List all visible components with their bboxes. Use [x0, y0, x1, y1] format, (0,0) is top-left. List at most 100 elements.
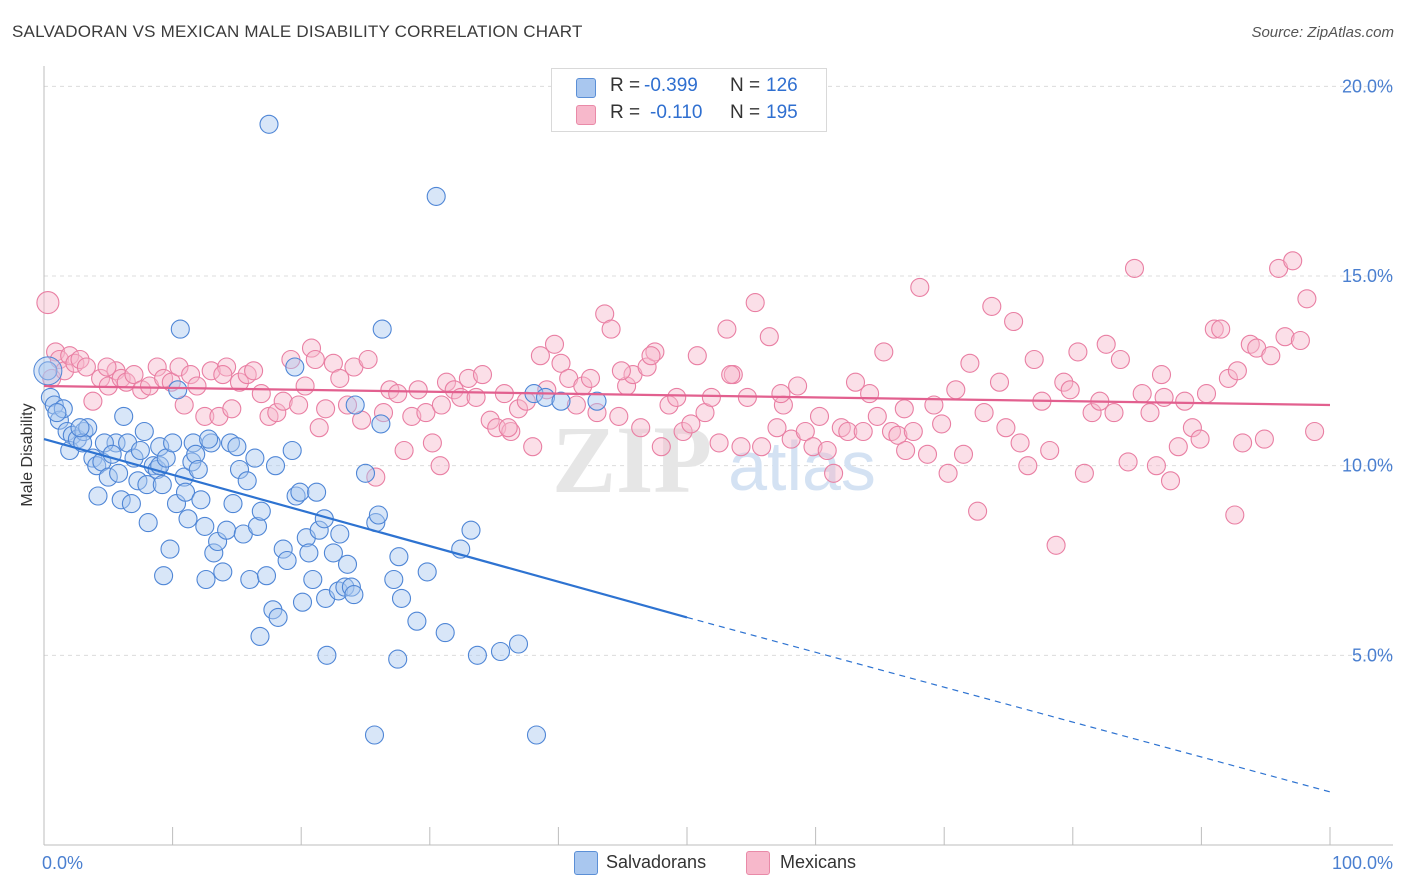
chart-title: SALVADORAN VS MEXICAN MALE DISABILITY CO…	[12, 22, 583, 41]
mexicans-point	[721, 365, 741, 385]
mexicans-point	[394, 440, 414, 461]
mexicans-point	[587, 403, 607, 423]
mexicans-point	[444, 380, 464, 400]
mexicans-point	[1305, 421, 1325, 442]
bottom-legend-label: Salvadorans	[606, 852, 707, 872]
salvadorans-point	[47, 403, 67, 423]
salvadorans-points	[33, 114, 607, 745]
mexicans-point	[213, 365, 233, 385]
mexicans-point	[416, 403, 436, 423]
salvadorans-point	[330, 524, 350, 544]
mexicans-point	[1040, 440, 1060, 461]
mexicans-point	[70, 349, 90, 370]
mexicans-point	[1211, 319, 1231, 339]
salvadorans-point	[152, 475, 172, 495]
mexicans-point	[1233, 433, 1253, 453]
mexicans-point	[76, 357, 96, 377]
mexicans-point	[1204, 319, 1224, 339]
mexicans-point	[701, 387, 721, 407]
mexicans-point	[201, 361, 221, 381]
salvadorans-point	[191, 490, 211, 510]
mexicans-point	[817, 440, 837, 461]
mexicans-trend-line	[43, 384, 1331, 407]
salvadorans-point	[292, 592, 313, 612]
salvadorans-point	[196, 569, 216, 590]
mexicans-point	[147, 357, 167, 377]
salvadorans-point	[341, 577, 361, 597]
salvadorans-point	[186, 444, 206, 464]
mexicans-point	[989, 372, 1010, 392]
mexicans-point	[631, 418, 651, 438]
salvadorans-point	[150, 437, 170, 457]
salvadorans-point	[286, 486, 306, 506]
salvadorans-point	[384, 569, 404, 590]
legend-n-label: N =	[730, 102, 761, 123]
mexicans-point	[611, 361, 631, 381]
salvadorans-point	[213, 562, 233, 582]
mexicans-point	[181, 365, 201, 385]
salvadorans-point	[277, 550, 297, 571]
salvadorans-point	[407, 611, 427, 631]
salvadorans-point	[391, 588, 412, 608]
mexicans-point	[731, 437, 751, 457]
salvadorans-point	[204, 543, 224, 563]
salvadorans-point	[49, 410, 69, 430]
salvadorans-point	[265, 456, 286, 476]
mexicans-point	[366, 467, 386, 487]
salvadorans-point	[199, 429, 219, 449]
mexicans-point	[301, 338, 322, 358]
mexicans-point	[229, 372, 250, 392]
salvadorans-point	[268, 607, 288, 627]
salvadorans-point	[88, 486, 108, 506]
mexicans-point	[1060, 380, 1080, 400]
mexicans-point	[480, 410, 500, 430]
salvadorans-point	[303, 569, 323, 590]
mexicans-point	[408, 380, 428, 400]
mexicans-point	[1046, 535, 1066, 555]
y-axis-label: Male Disability	[19, 403, 36, 507]
mexicans-point	[97, 357, 117, 377]
salvadorans-point	[417, 562, 437, 582]
mexicans-point	[903, 421, 923, 442]
y-tick-label: 20.0%	[1342, 76, 1393, 96]
salvadorans-trend-line	[43, 438, 688, 619]
salvadorans-point	[290, 482, 310, 502]
mexicans-point	[1068, 342, 1088, 362]
mexicans-point	[251, 384, 271, 404]
mexicans-point	[767, 418, 787, 438]
mexicans-point	[888, 425, 908, 445]
salvadorans-point	[317, 645, 337, 665]
mexicans-point	[917, 444, 938, 464]
mexicans-point	[960, 353, 980, 373]
mexicans-point	[1160, 471, 1181, 491]
mexicans-point	[551, 353, 571, 373]
salvadorans-point	[508, 634, 529, 654]
salvadorans-point	[344, 585, 364, 605]
mexicans-point	[1151, 365, 1172, 385]
legend-r-label: R =	[610, 75, 641, 96]
legend-r-value: -0.399	[644, 75, 698, 96]
mexicans-point	[65, 353, 85, 373]
salvadorans-point	[364, 725, 385, 745]
salvadorans-point	[461, 520, 481, 540]
salvadorans-point	[175, 482, 196, 502]
mexicans-point	[759, 327, 779, 347]
mexicans-point	[358, 349, 378, 370]
mexicans-point	[924, 395, 944, 415]
salvadorans-point	[130, 440, 150, 461]
salvadorans-point	[121, 494, 141, 514]
salvadorans-point	[33, 356, 63, 386]
mexicans-point	[932, 414, 952, 434]
source-label: Source: ZipAtlas.com	[1251, 24, 1394, 41]
mexicans-point	[402, 406, 422, 426]
mexicans-point	[853, 421, 873, 442]
salvadorans-point	[94, 433, 114, 453]
mexicans-point	[717, 319, 737, 339]
salvadorans-point	[307, 482, 327, 502]
salvadorans-point	[195, 516, 215, 536]
mexicans-point	[687, 346, 707, 366]
salvadorans-point	[490, 641, 511, 662]
salvadorans-point	[138, 513, 158, 533]
mexicans-point	[55, 361, 75, 381]
bottom-legend-label: Mexicans	[780, 852, 857, 872]
